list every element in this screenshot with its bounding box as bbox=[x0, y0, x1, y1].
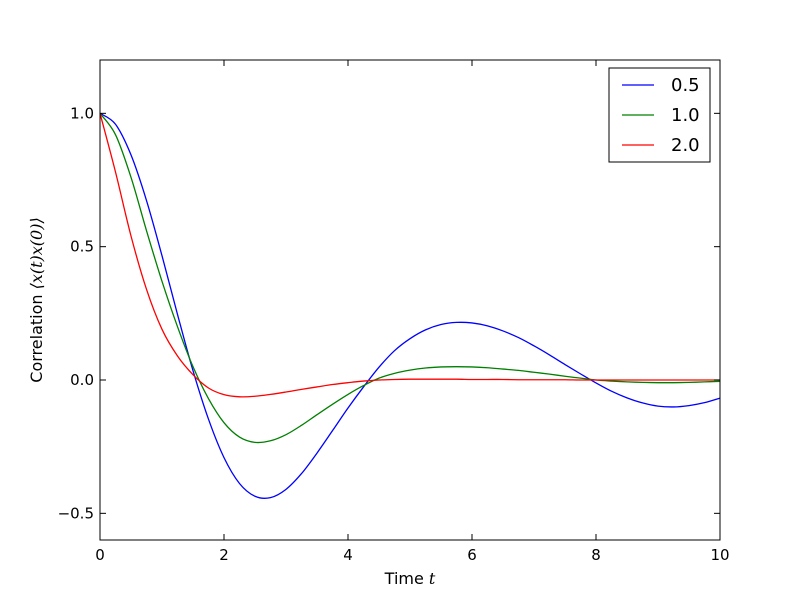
y-tick-label-3: 1.0 bbox=[70, 104, 94, 122]
legend-label-2: 2.0 bbox=[671, 135, 700, 156]
plot-frame bbox=[99, 59, 721, 541]
x-tick-label-5: 10 bbox=[710, 546, 729, 564]
y-axis-label: Correlation ⟨x(t)x(0)⟩ bbox=[27, 217, 46, 382]
ticks-layer: 0 2 4 6 8 10 −0.5 0.0 0.5 1.0 bbox=[58, 60, 730, 564]
series-line-2 bbox=[99, 113, 720, 398]
series-line-1 bbox=[99, 112, 721, 444]
legend: 0.5 1.0 2.0 bbox=[608, 67, 711, 163]
x-tick-label-2: 4 bbox=[343, 546, 353, 564]
y-tick-label-0: −0.5 bbox=[58, 504, 94, 522]
legend-label-1: 1.0 bbox=[671, 105, 700, 126]
series-layer bbox=[99, 112, 721, 499]
y-tick-label-1: 0.0 bbox=[70, 371, 94, 389]
legend-label-0: 0.5 bbox=[671, 75, 700, 96]
y-tick-label-2: 0.5 bbox=[70, 238, 94, 256]
y-axis-label-text: Correlation bbox=[27, 289, 46, 382]
y-axis-label-math: ⟨x(t)x(0)⟩ bbox=[27, 217, 46, 289]
x-axis-label: Time t bbox=[384, 569, 436, 588]
x-tick-label-3: 6 bbox=[467, 546, 477, 564]
x-axis-label-math: t bbox=[429, 569, 436, 588]
x-axis-label-text: Time bbox=[384, 569, 429, 588]
x-tick-label-1: 2 bbox=[219, 546, 229, 564]
series-line-0 bbox=[99, 112, 721, 499]
x-tick-label-4: 8 bbox=[591, 546, 601, 564]
x-tick-label-0: 0 bbox=[95, 546, 105, 564]
